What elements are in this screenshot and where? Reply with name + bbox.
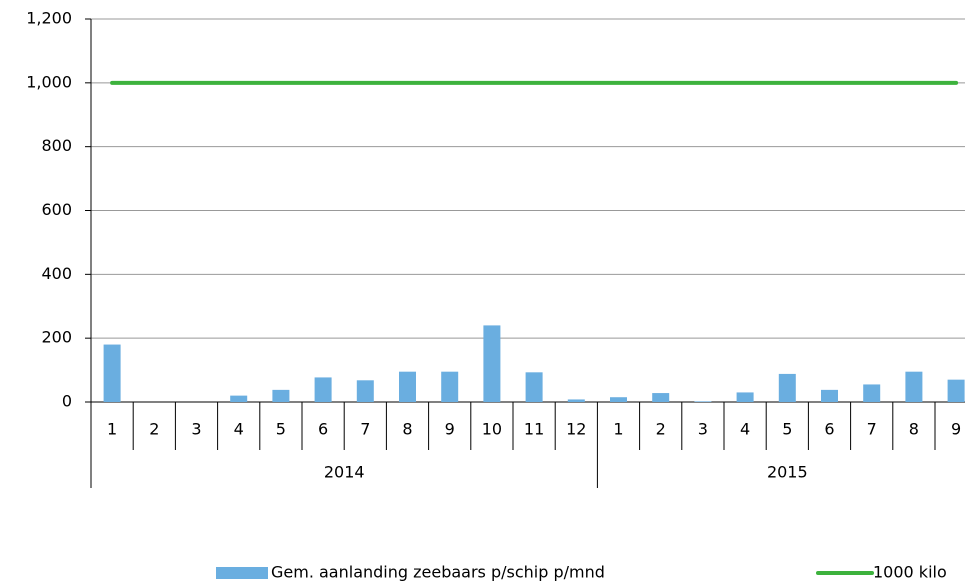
bar xyxy=(821,389,838,402)
bar xyxy=(736,392,754,402)
x-tick-label: 12 xyxy=(566,420,586,439)
bar xyxy=(230,395,248,402)
bar xyxy=(610,397,627,402)
x-tick-label: 3 xyxy=(191,420,201,439)
bar xyxy=(356,380,374,402)
bar xyxy=(399,371,416,402)
group-label: 2015 xyxy=(767,463,808,482)
x-tick-label: 2 xyxy=(149,420,159,439)
x-tick-label: 6 xyxy=(318,420,328,439)
x-tick-label: 8 xyxy=(909,420,919,439)
x-tick-label: 4 xyxy=(234,420,244,439)
x-tick-label: 6 xyxy=(824,420,834,439)
x-tick-label: 1 xyxy=(613,420,623,439)
bar xyxy=(652,393,670,402)
x-tick-label: 7 xyxy=(360,420,370,439)
y-tick-label: 1,200 xyxy=(26,9,72,28)
x-tick-label: 3 xyxy=(698,420,708,439)
bar xyxy=(567,399,585,402)
x-tick-label: 11 xyxy=(524,420,544,439)
y-tick-label: 800 xyxy=(41,136,72,155)
x-tick-label: 5 xyxy=(276,420,286,439)
y-tick-label: 0 xyxy=(62,392,72,411)
x-tick-label: 5 xyxy=(782,420,792,439)
y-tick-label: 400 xyxy=(41,264,72,283)
x-tick-label: 9 xyxy=(445,420,455,439)
bar xyxy=(441,371,459,402)
bar xyxy=(905,371,923,402)
bar xyxy=(314,377,332,402)
y-tick-label: 200 xyxy=(41,328,72,347)
bar xyxy=(483,325,501,402)
bar xyxy=(778,373,796,402)
bar xyxy=(694,401,712,402)
x-tick-label: 10 xyxy=(482,420,502,439)
x-tick-label: 1 xyxy=(107,420,117,439)
bar xyxy=(103,344,121,402)
x-tick-label: 9 xyxy=(951,420,961,439)
x-tick-label: 4 xyxy=(740,420,750,439)
group-label: 2014 xyxy=(324,463,365,482)
x-tick-label: 7 xyxy=(867,420,877,439)
legend-swatch xyxy=(216,567,268,579)
legend-label: Gem. aanlanding zeebaars p/schip p/mnd xyxy=(271,563,605,582)
x-tick-label: 8 xyxy=(402,420,412,439)
bar xyxy=(525,372,543,402)
legend-label: 1000 kilo xyxy=(873,563,947,582)
bar xyxy=(863,384,881,402)
y-tick-label: 600 xyxy=(41,200,72,219)
bar xyxy=(947,379,965,402)
y-tick-label: 1,000 xyxy=(26,72,72,91)
x-tick-label: 2 xyxy=(656,420,666,439)
bar xyxy=(272,389,290,402)
